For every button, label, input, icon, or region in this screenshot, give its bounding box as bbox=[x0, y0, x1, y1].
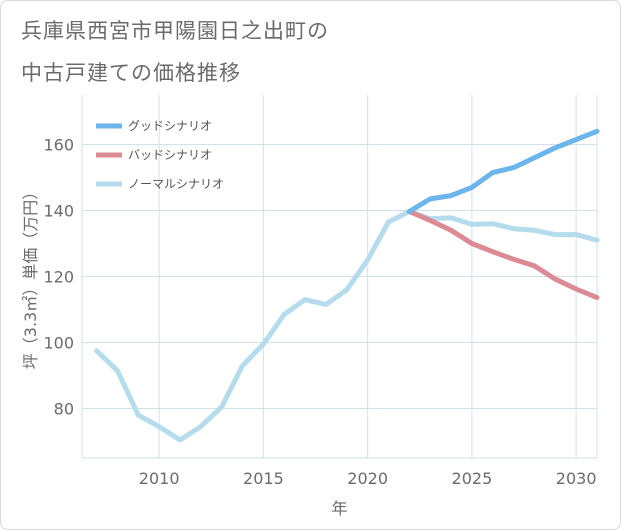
chart-title-line-2: 中古戸建ての価格推移 bbox=[21, 61, 241, 85]
axis-ticks: 2010 2015 2020 2025 2030 80 100 120 140 160 bbox=[43, 136, 596, 489]
y-tick-label: 160 bbox=[43, 136, 74, 155]
x-tick-label: 2015 bbox=[243, 469, 284, 488]
series-layer bbox=[94, 128, 600, 443]
legend-label: バッドシナリオ bbox=[128, 148, 212, 162]
x-tick-label: 2030 bbox=[556, 469, 597, 488]
y-tick-label: 140 bbox=[43, 202, 74, 221]
x-tick-label: 2025 bbox=[452, 469, 493, 488]
series-line-0 bbox=[406, 128, 600, 214]
x-tick-label: 2020 bbox=[347, 469, 388, 488]
chart-title-line-1: 兵庫県西宮市甲陽園日之出町の bbox=[21, 19, 329, 43]
grid bbox=[81, 95, 598, 459]
series-line-2 bbox=[94, 209, 600, 443]
series-line-1 bbox=[406, 209, 600, 301]
x-tick-label: 2010 bbox=[139, 469, 180, 488]
y-axis-title: 坪（3.3㎡）単価（万円） bbox=[21, 184, 40, 369]
x-axis-title: 年 bbox=[331, 499, 347, 518]
y-tick-label: 80 bbox=[54, 400, 74, 419]
y-tick-label: 120 bbox=[43, 268, 74, 287]
y-tick-label: 100 bbox=[43, 334, 74, 353]
legend-label: ノーマルシナリオ bbox=[128, 177, 224, 191]
legend-label: グッドシナリオ bbox=[128, 119, 212, 133]
